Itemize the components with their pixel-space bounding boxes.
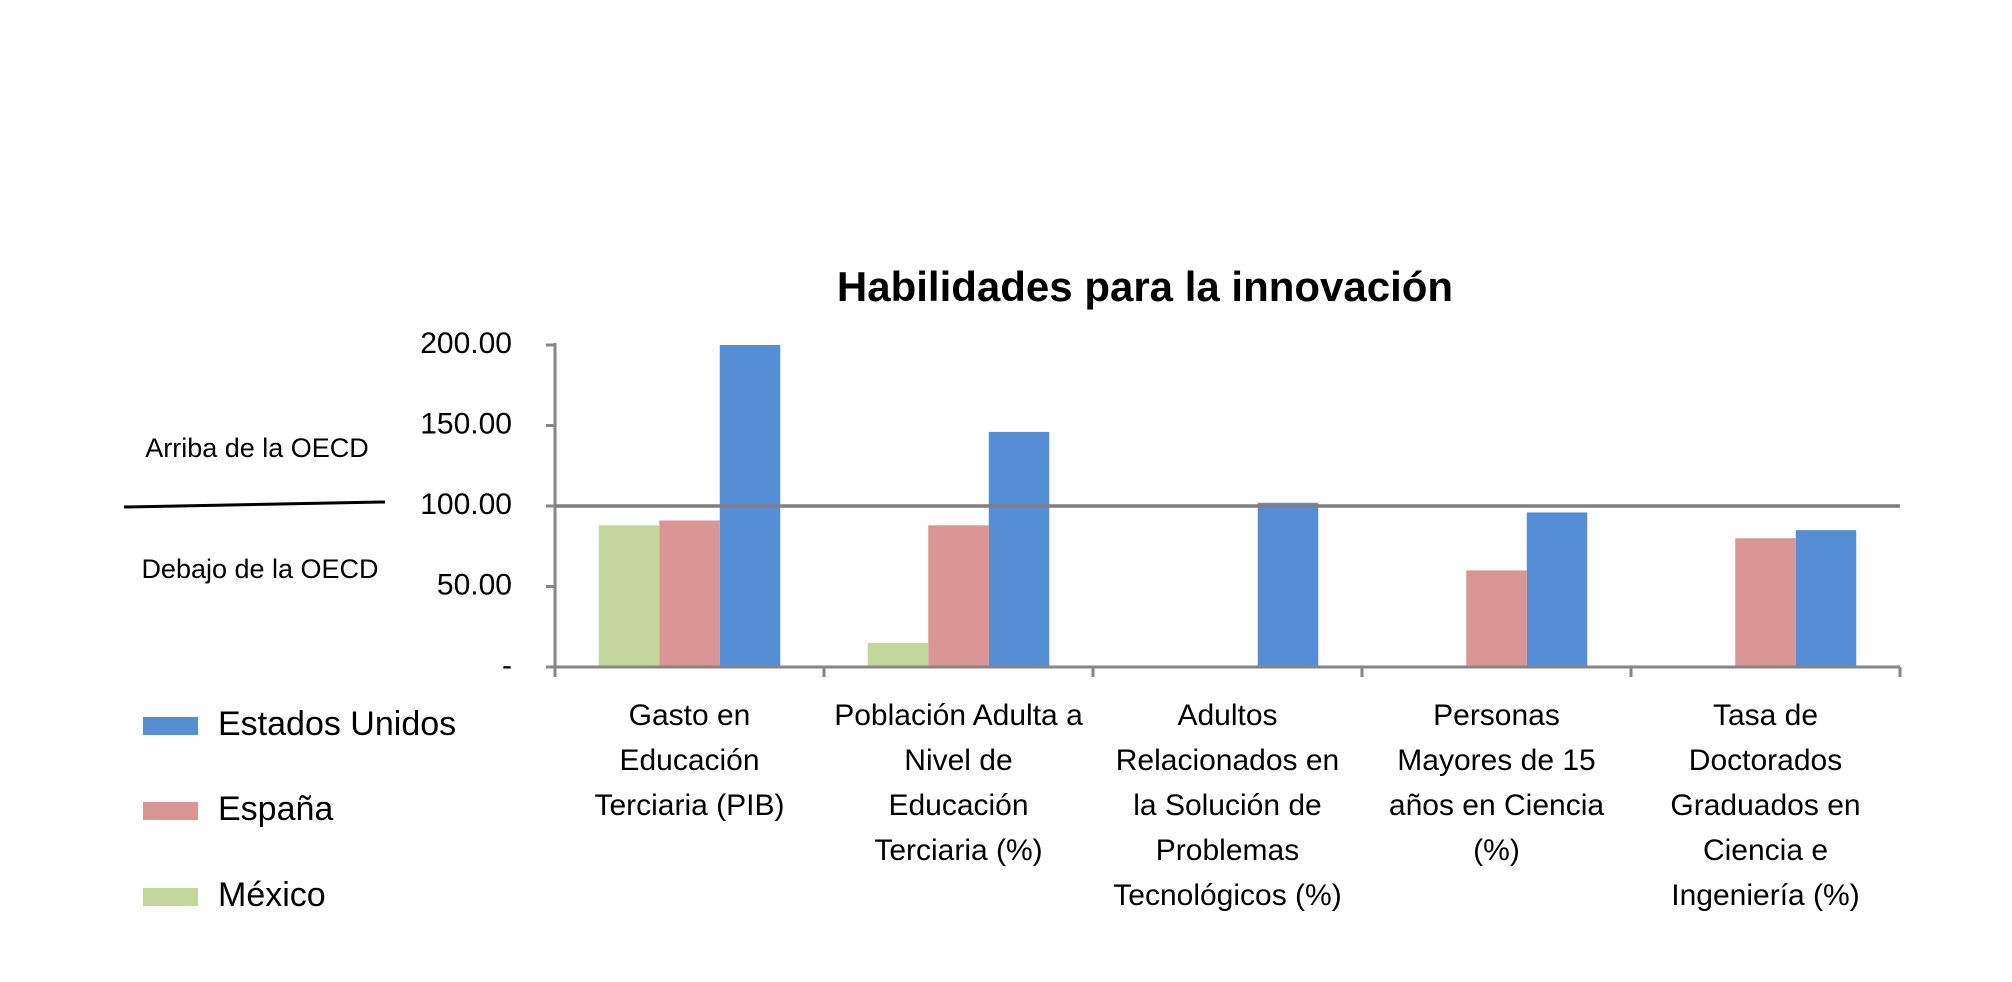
oecd-divider: [123, 500, 386, 509]
annotation: Arriba de la OECD: [145, 433, 369, 463]
bar: [598, 525, 660, 667]
x-tick-label: Adultos Relacionados en la Solución de P…: [1113, 699, 1342, 912]
x-tick-label: Personas Mayores de 15 años en Ciencia (…: [1388, 699, 1605, 867]
legend-marker: [143, 802, 198, 820]
bar: [928, 525, 989, 667]
legend-marker: [143, 717, 198, 735]
legend-label: Estados Unidos: [218, 705, 456, 743]
bar: [1735, 538, 1796, 667]
y-tick-label: 200.00: [420, 327, 512, 360]
y-tick-label: -: [502, 649, 512, 682]
legend-label: México: [218, 876, 326, 914]
legend-label: España: [218, 790, 333, 828]
x-tick-label: Gasto en Educación Terciaria (PIB): [594, 699, 785, 822]
bar: [988, 431, 1050, 667]
bar: [1257, 502, 1319, 667]
bar: [867, 642, 929, 667]
bar: [659, 520, 720, 667]
x-tick-label: Tasa de Doctorados Graduados en Ciencia …: [1670, 699, 1861, 912]
y-tick-label: 150.00: [420, 407, 512, 440]
y-tick-label: 50.00: [437, 568, 512, 601]
y-tick-label: 100.00: [420, 488, 512, 521]
bar: [1466, 570, 1527, 667]
x-tick-label: Población Adulta a Nivel de Educación Te…: [834, 699, 1083, 867]
legend-marker: [143, 888, 198, 906]
annotation: Debajo de la OECD: [141, 554, 378, 584]
bar: [1526, 512, 1588, 667]
chart-title: Habilidades para la innovación: [837, 263, 1453, 310]
bar: [1795, 530, 1857, 667]
